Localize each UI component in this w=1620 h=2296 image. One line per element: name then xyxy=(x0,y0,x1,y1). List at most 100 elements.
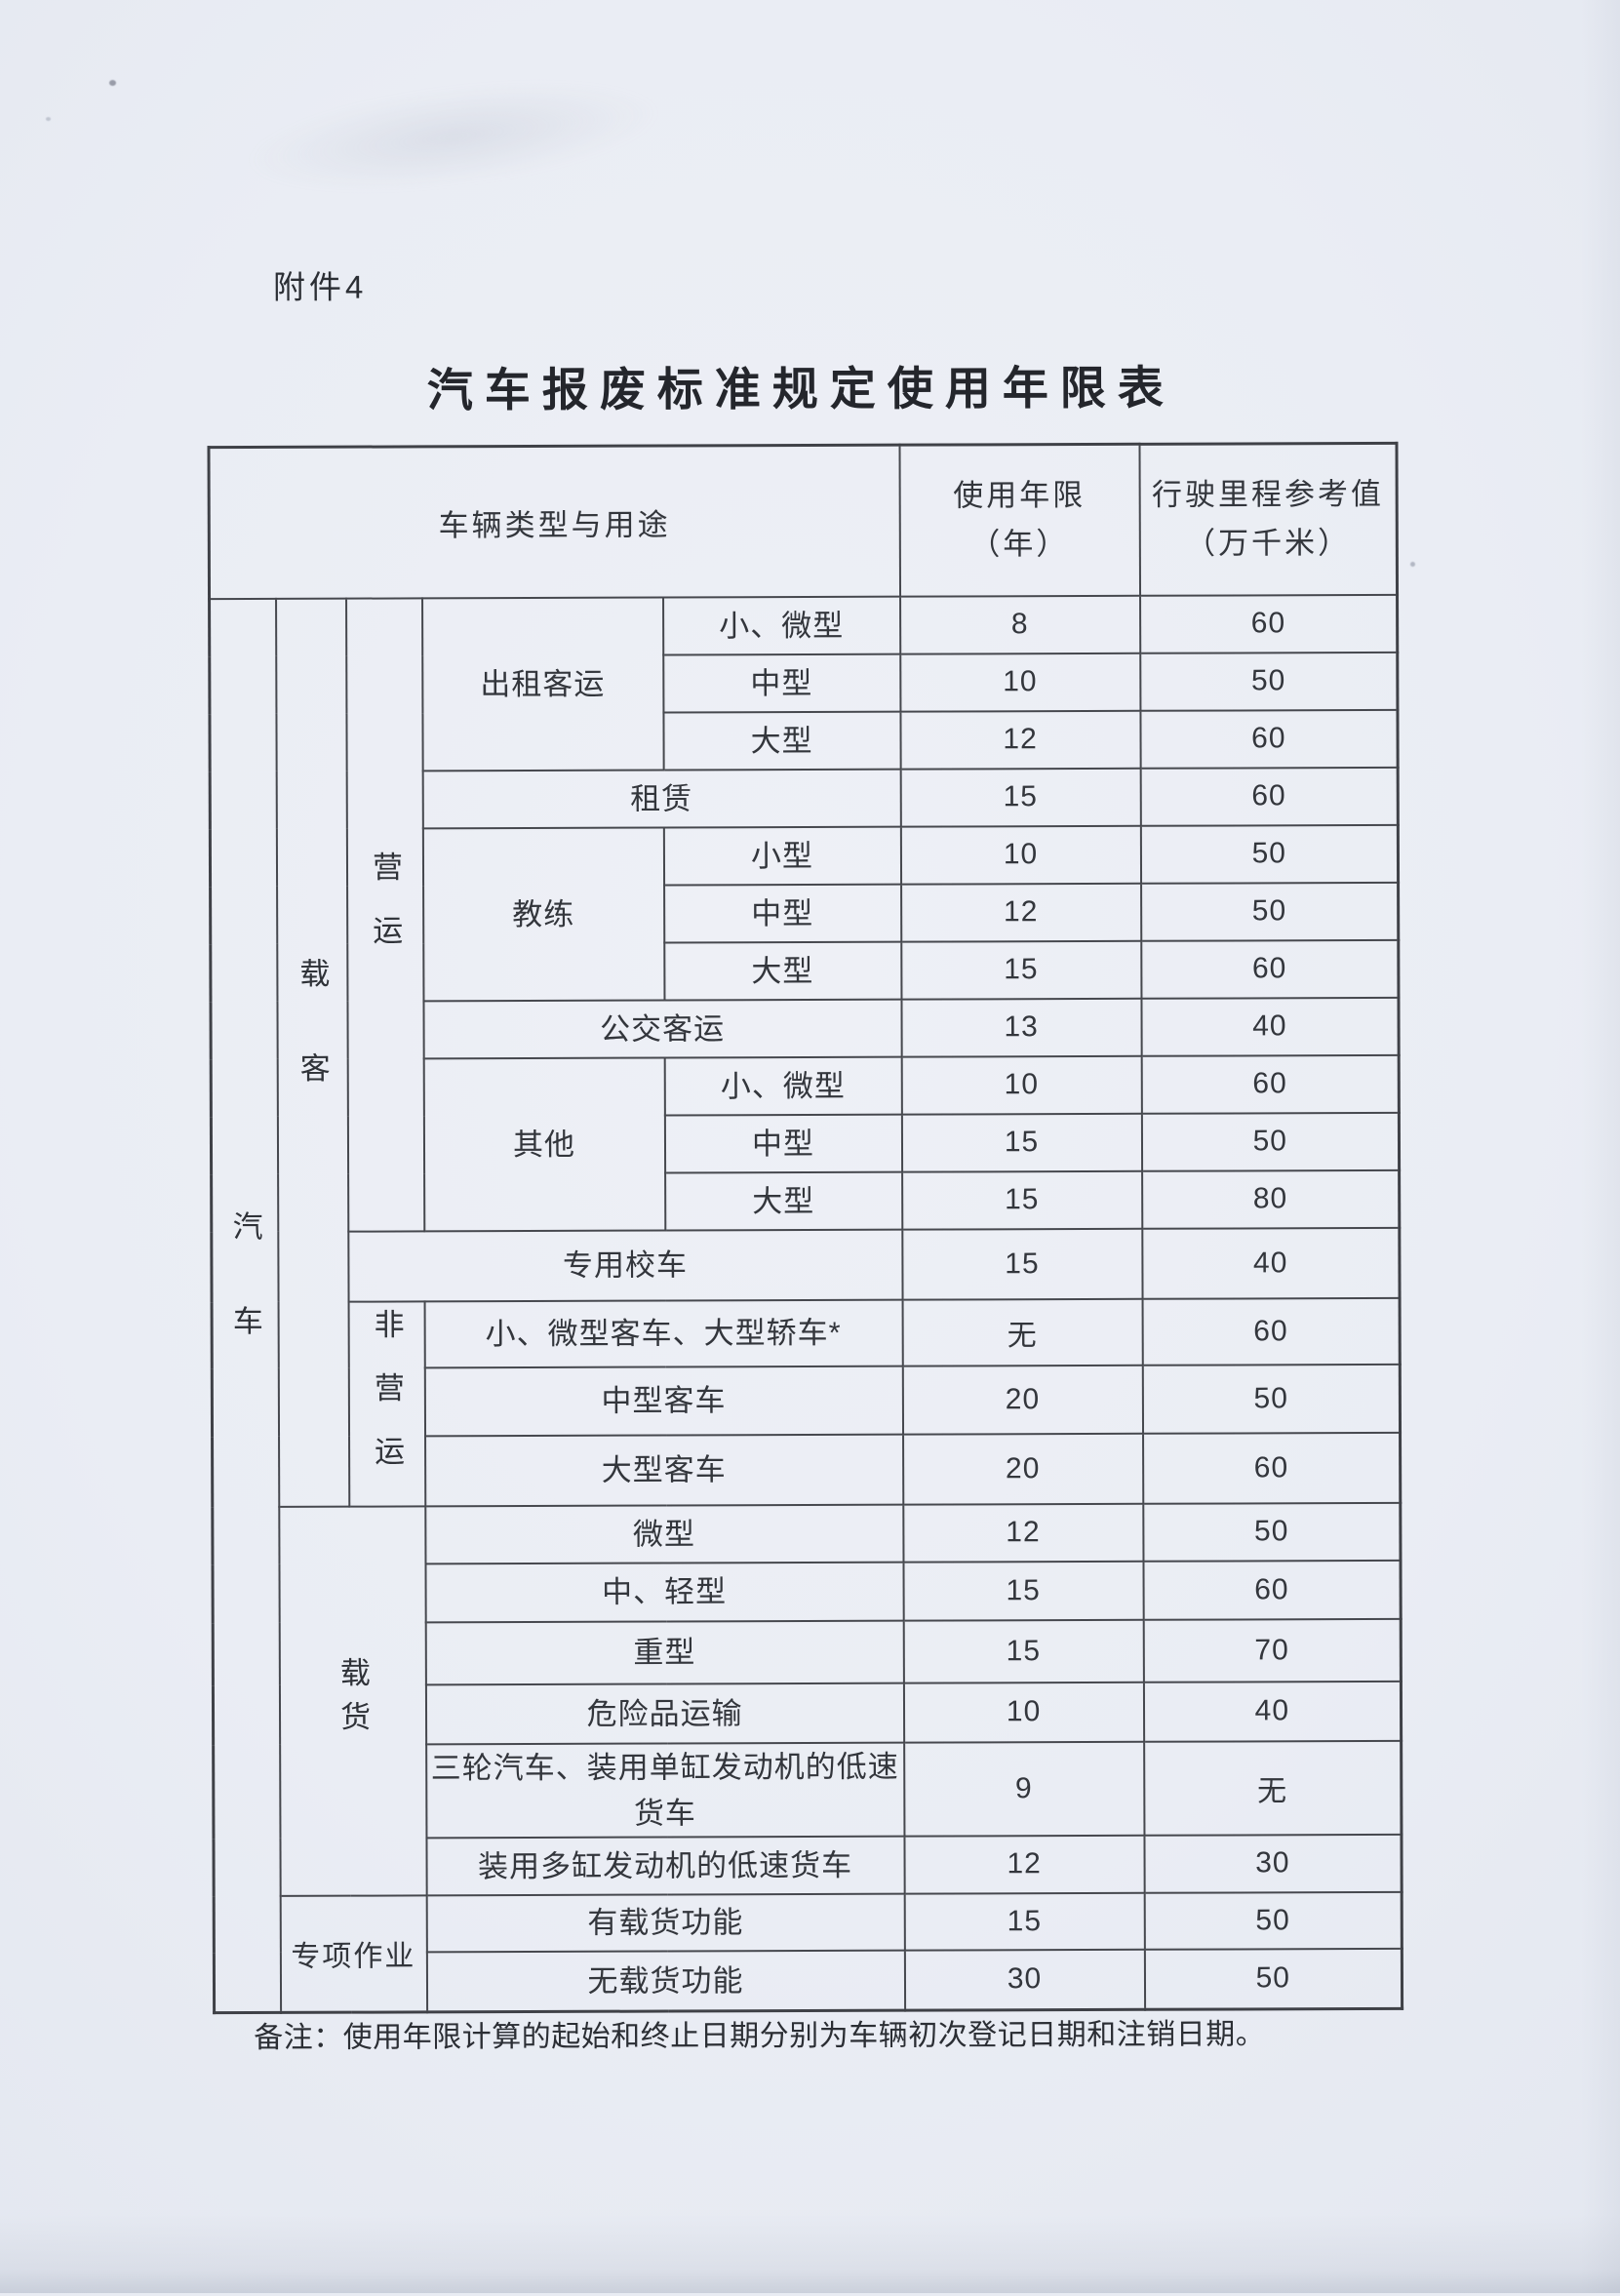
mileage-value: 60 xyxy=(1139,709,1399,769)
mileage-value: 40 xyxy=(1143,1681,1402,1742)
table-header-row: 车辆类型与用途 使用年限 （年） 行驶里程参考值 （万千米） xyxy=(208,443,1398,599)
row-label: 重型 xyxy=(425,1620,904,1684)
mileage-value: 50 xyxy=(1140,882,1399,941)
mileage-value: 50 xyxy=(1139,652,1398,711)
row-label: 大型 xyxy=(664,1171,902,1231)
mileage-value: 无 xyxy=(1143,1740,1402,1836)
table-row: 汽车 载客 营运 出租客运 小、微型 8 60 xyxy=(209,594,1398,2013)
years-value: 20 xyxy=(902,1365,1143,1435)
header-type-usage: 车辆类型与用途 xyxy=(208,445,900,599)
row-label: 无载货功能 xyxy=(426,1950,905,2012)
group-operating: 营运 xyxy=(345,597,424,1232)
group-vehicle-label: 汽车 xyxy=(227,1210,263,1401)
mileage-value: 60 xyxy=(1140,939,1400,999)
row-label: 中型 xyxy=(664,1114,902,1173)
mileage-value: 60 xyxy=(1141,1054,1400,1114)
years-value: 12 xyxy=(903,1835,1145,1894)
mileage-value: 80 xyxy=(1141,1169,1400,1229)
group-other: 其他 xyxy=(423,1057,665,1231)
years-value: 12 xyxy=(899,710,1141,770)
row-label: 公交客运 xyxy=(422,999,902,1058)
mileage-value: 50 xyxy=(1144,1891,1403,1950)
years-value: 15 xyxy=(901,1228,1143,1300)
header-mileage: 行驶里程参考值 （万千米） xyxy=(1139,443,1398,596)
header-years: 使用年限 （年） xyxy=(899,444,1140,597)
years-value: 无 xyxy=(902,1298,1143,1366)
row-label: 中型 xyxy=(662,653,900,713)
mileage-value: 60 xyxy=(1143,1560,1402,1620)
years-value: 10 xyxy=(903,1682,1144,1743)
row-label: 微型 xyxy=(424,1504,904,1564)
mileage-value: 40 xyxy=(1141,1227,1401,1299)
mileage-value: 60 xyxy=(1142,1432,1401,1504)
row-label-school-bus: 专用校车 xyxy=(347,1229,903,1302)
service-life-table: 车辆类型与用途 使用年限 （年） 行驶里程参考值 （万千米） 汽车 载客 营运 … xyxy=(207,441,1404,2015)
years-value: 12 xyxy=(902,1503,1144,1563)
years-value: 13 xyxy=(901,998,1142,1057)
header-mileage-line2: （万千米） xyxy=(1185,526,1352,561)
scan-speck xyxy=(1410,562,1415,567)
row-label: 中型客车 xyxy=(424,1366,903,1436)
group-vehicle: 汽车 xyxy=(209,598,281,2013)
mileage-value: 50 xyxy=(1142,1502,1402,1562)
years-value: 15 xyxy=(904,1892,1145,1951)
mileage-value: 50 xyxy=(1140,824,1399,884)
mileage-value: 60 xyxy=(1139,594,1398,653)
years-value: 10 xyxy=(899,653,1140,712)
scan-edge-shade-bottom xyxy=(0,2215,1620,2293)
mileage-value: 50 xyxy=(1144,1948,1403,2010)
attachment-label: 附件4 xyxy=(272,268,368,305)
years-value: 15 xyxy=(903,1561,1144,1621)
scan-speck xyxy=(109,80,116,86)
header-years-line2: （年） xyxy=(969,527,1070,562)
table-row: 非营运 小、微型客车、大型轿车* 无 60 xyxy=(212,1297,1401,1507)
header-years-line1: 使用年限 xyxy=(953,478,1087,513)
years-value: 12 xyxy=(900,883,1141,942)
table-row: 载货 微型 12 50 xyxy=(213,1502,1402,1896)
row-label: 大型 xyxy=(663,941,902,1001)
mileage-value: 70 xyxy=(1143,1618,1402,1682)
group-cargo: 载货 xyxy=(278,1505,427,1896)
row-label: 三轮汽车、装用单缸发动机的低速货车 xyxy=(425,1742,904,1838)
row-label: 有载货功能 xyxy=(426,1893,905,1952)
footnote: 备注：使用年限计算的起始和终止日期分别为车辆初次登记日期和注销日期。 xyxy=(254,2018,1266,2054)
years-value: 20 xyxy=(902,1433,1143,1505)
years-value: 8 xyxy=(899,595,1140,654)
row-label: 大型 xyxy=(662,711,901,771)
years-value: 15 xyxy=(903,1619,1144,1683)
group-cargo-label: 载货 xyxy=(335,1656,371,1745)
years-value: 15 xyxy=(901,1170,1142,1230)
group-special-ops: 专项作业 xyxy=(280,1894,427,2013)
mileage-value: 40 xyxy=(1141,997,1400,1056)
mileage-value: 50 xyxy=(1141,1112,1400,1171)
mileage-value: 30 xyxy=(1143,1834,1403,1893)
years-value: 15 xyxy=(900,768,1141,827)
mileage-value: 60 xyxy=(1140,767,1399,826)
years-value: 30 xyxy=(904,1949,1145,2011)
mileage-value: 50 xyxy=(1142,1364,1401,1434)
group-coach: 教练 xyxy=(422,827,664,1001)
group-non-operating-label: 非营运 xyxy=(369,1308,405,1499)
years-value: 15 xyxy=(901,1113,1142,1172)
scan-edge-shade-right xyxy=(1581,0,1620,2293)
years-value: 15 xyxy=(900,940,1142,1000)
group-passenger-label: 载客 xyxy=(295,957,330,1147)
page-title: 汽车报废标准规定使用年限表 xyxy=(426,361,1175,416)
row-label: 小、微型 xyxy=(662,596,900,655)
years-value: 10 xyxy=(901,1055,1142,1115)
row-label: 危险品运输 xyxy=(425,1682,904,1744)
row-label: 小、微型客车、大型轿车* xyxy=(424,1299,903,1367)
group-passenger: 载客 xyxy=(275,598,349,1507)
row-label: 小、微型 xyxy=(664,1056,902,1116)
table-row: 专项作业 有载货功能 15 50 xyxy=(214,1891,1403,2013)
table-row: 专用校车 15 40 xyxy=(212,1227,1401,1302)
years-value: 10 xyxy=(900,825,1141,885)
mileage-value: 60 xyxy=(1142,1297,1401,1366)
row-label: 大型客车 xyxy=(424,1434,903,1506)
group-operating-label: 营运 xyxy=(367,851,403,978)
scan-speck xyxy=(46,117,51,121)
row-label: 中、轻型 xyxy=(424,1562,904,1622)
group-taxi: 出租客运 xyxy=(421,597,664,771)
